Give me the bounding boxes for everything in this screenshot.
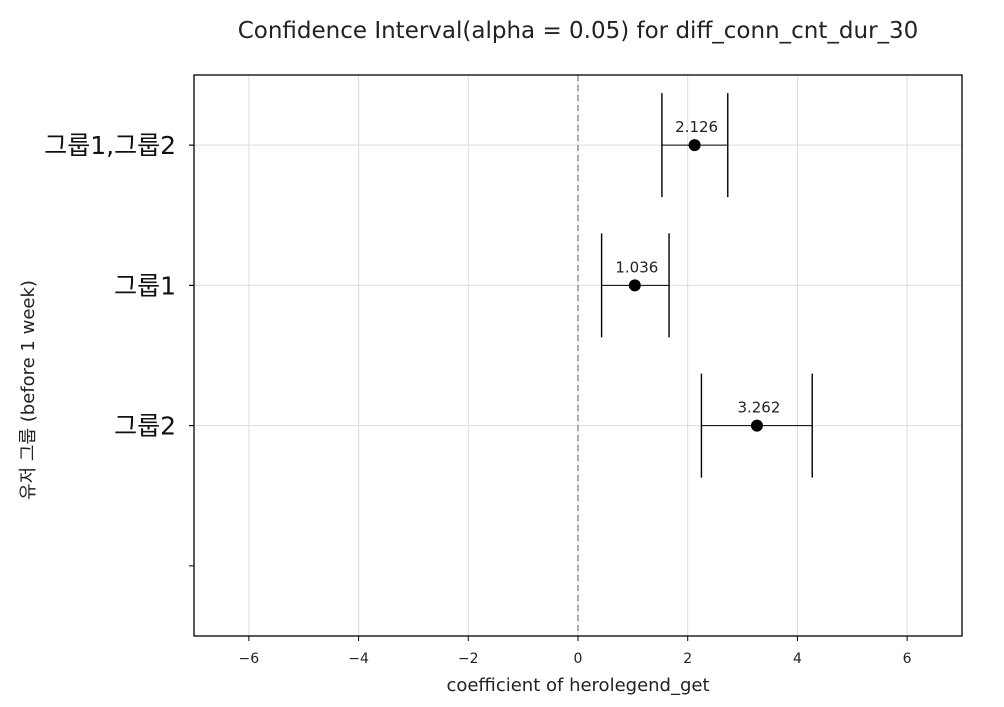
y-tick-label: 그룹1 bbox=[114, 271, 176, 300]
chart-title: Confidence Interval(alpha = 0.05) for di… bbox=[238, 18, 919, 44]
x-tick-label: 0 bbox=[574, 651, 583, 667]
estimate-point bbox=[688, 139, 701, 152]
y-axis: 그룹2 그룹1 그룹1,그룹2 bbox=[44, 131, 194, 567]
x-axis: −6 −4 −2 0 2 4 6 bbox=[239, 636, 912, 667]
y-tick-label: 그룹1,그룹2 bbox=[44, 131, 176, 160]
marks-layer: 3.262 1.036 2.126 bbox=[600, 93, 813, 478]
x-tick-label: −4 bbox=[348, 651, 369, 667]
estimate-point bbox=[628, 279, 641, 292]
x-tick-label: 2 bbox=[683, 651, 692, 667]
x-tick-label: −2 bbox=[458, 651, 479, 667]
x-tick-label: −6 bbox=[239, 651, 260, 667]
estimate-label: 3.262 bbox=[737, 399, 780, 417]
y-tick-label: 그룹2 bbox=[114, 412, 176, 441]
estimate-label: 2.126 bbox=[675, 118, 718, 136]
x-tick-label: 6 bbox=[903, 651, 912, 667]
x-axis-label: coefficient of herolegend_get bbox=[446, 675, 709, 696]
estimate-label: 1.036 bbox=[615, 258, 658, 276]
x-tick-label: 4 bbox=[793, 651, 802, 667]
y-axis-label: 유저 그룹 (before 1 week) bbox=[18, 280, 39, 500]
estimate-point bbox=[750, 419, 763, 432]
